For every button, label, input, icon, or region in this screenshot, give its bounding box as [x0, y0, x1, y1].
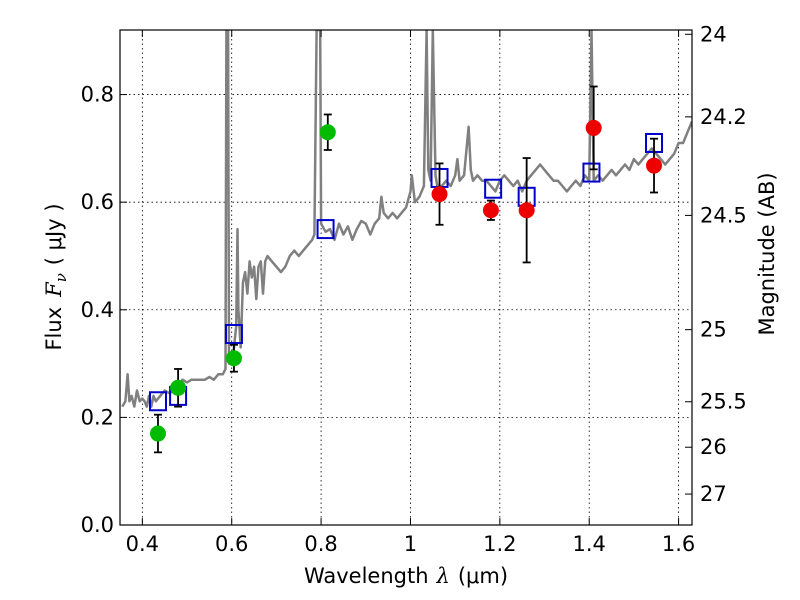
- x-tick-label: 1: [404, 532, 417, 556]
- nir-flux-point: [431, 186, 448, 203]
- synthetic-flux-square: [582, 162, 601, 183]
- x-axis-label: Wavelength λ (μm): [304, 564, 508, 588]
- optical-flux-point: [170, 379, 187, 396]
- y2-tick-label: 25: [700, 318, 727, 342]
- plot-frame: [119, 29, 693, 526]
- y2-tick-label: 27: [700, 482, 727, 506]
- optical-flux-point: [319, 124, 336, 141]
- marker-layer: [148, 85, 664, 454]
- synthetic-flux-square: [316, 219, 335, 240]
- nir-flux-point: [646, 157, 663, 174]
- x-tick-label: 0.4: [126, 532, 159, 556]
- y-tick-label: 0.8: [81, 83, 114, 107]
- y2-tick-label: 24.5: [700, 203, 747, 227]
- tick-layer: 0.4 0.6 0.8 1 1.2 1.4 1.6 0.0 0.2 0.4 0.6 0.8 24 24.2…: [81, 22, 747, 556]
- y-axis-label: FluxFν( μJy ): [42, 203, 70, 350]
- optical-flux-point: [225, 350, 242, 367]
- nir-flux-point: [482, 202, 499, 219]
- y2-tick-label: 26: [700, 435, 727, 459]
- plot-area: [120, 30, 692, 525]
- y2-tick-label: 24: [700, 22, 727, 46]
- x-tick-label: 0.6: [215, 532, 248, 556]
- model-spectrum-line: [121, 30, 692, 408]
- nir-flux-point: [585, 119, 602, 136]
- y2-axis-label: Magnitude (AB): [755, 172, 779, 335]
- y-tick-label: 0.2: [81, 405, 114, 429]
- data-layer: [121, 30, 692, 408]
- y2-tick-label: 24.2: [700, 105, 747, 129]
- synthetic-flux-square: [148, 391, 167, 412]
- synthetic-flux-square: [224, 323, 243, 344]
- synthetic-flux-square: [484, 178, 503, 199]
- y2-tick-label: 25.5: [700, 390, 747, 414]
- nir-flux-point: [518, 202, 535, 219]
- y-tick-label: 0.6: [81, 190, 114, 214]
- y-tick-label: 0.0: [81, 513, 114, 537]
- x-tick-label: 1.6: [662, 532, 695, 556]
- optical-flux-point: [149, 425, 166, 442]
- y-tick-label: 0.4: [81, 298, 114, 322]
- x-tick-label: 1.2: [483, 532, 516, 556]
- x-tick-label: 0.8: [304, 532, 337, 556]
- x-tick-label: 1.4: [573, 532, 606, 556]
